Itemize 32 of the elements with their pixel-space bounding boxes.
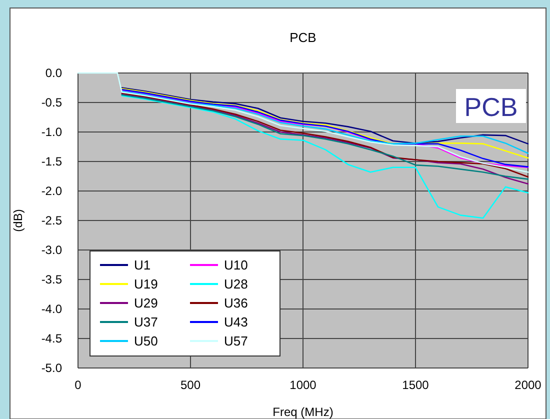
legend-label: U50 <box>134 334 158 349</box>
y-tick-label: -3.5 <box>41 272 62 287</box>
x-tick-label: 2000 <box>514 378 542 392</box>
y-tick-label: -5.0 <box>41 361 62 376</box>
y-tick-label: -1.0 <box>41 125 62 140</box>
y-tick-label: -1.5 <box>41 154 62 169</box>
line-series <box>121 87 529 144</box>
x-tick-label: 1000 <box>290 378 317 392</box>
y-tick-label: -0.5 <box>41 96 62 110</box>
legend-label: U29 <box>134 296 158 311</box>
legend-label: U19 <box>134 276 158 292</box>
chart-title: PCB <box>290 30 316 45</box>
x-tick-label: 0 <box>74 378 82 392</box>
y-tick-label: -4.0 <box>41 302 62 316</box>
legend-label: U37 <box>134 314 158 330</box>
legend-label: U43 <box>224 314 248 330</box>
legend-label: U57 <box>224 334 248 349</box>
x-tick-label: 500 <box>180 378 201 392</box>
legend-label: U28 <box>224 276 248 292</box>
line-series <box>121 95 529 219</box>
x-tick-label: 1500 <box>402 378 430 392</box>
legend-label: U10 <box>224 258 248 273</box>
x-axis-title: Freq (MHz) <box>272 405 334 419</box>
y-tick-label: -2.5 <box>41 214 62 228</box>
y-tick-label: 0.0 <box>45 66 62 80</box>
y-tick-label: -4.5 <box>41 332 62 346</box>
legend-label: U36 <box>224 296 248 311</box>
annotation: PCB <box>464 92 518 122</box>
legend-label: U1 <box>134 258 151 273</box>
y-tick-label: -3.0 <box>41 243 62 258</box>
y-tick-label: -2.0 <box>41 184 62 198</box>
y-axis-title: (dB) <box>11 209 25 232</box>
